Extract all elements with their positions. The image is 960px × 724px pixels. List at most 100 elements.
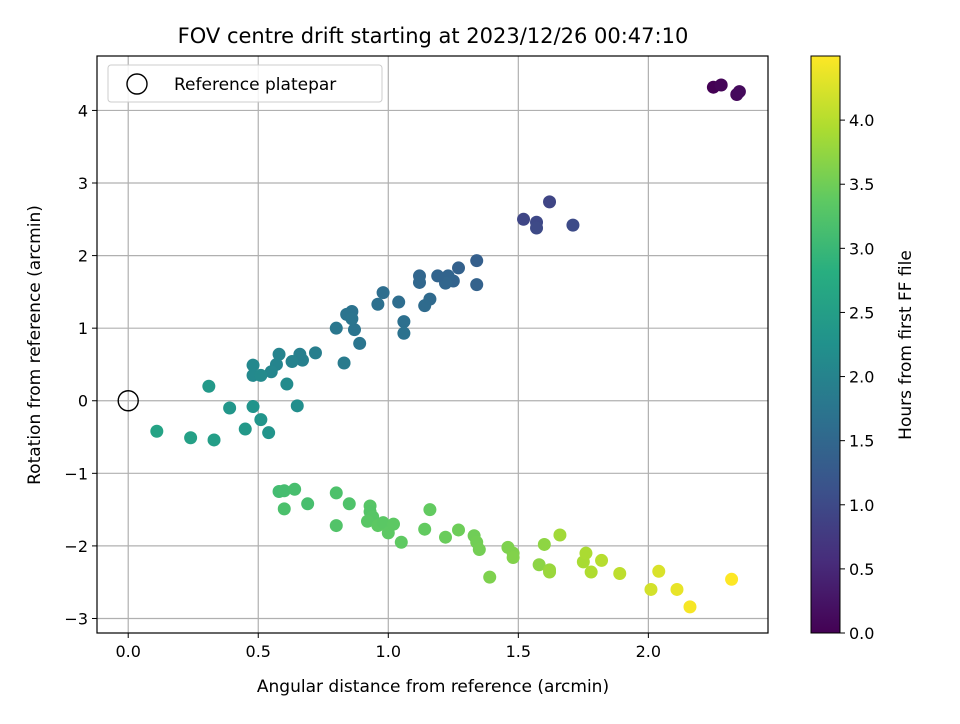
data-point [386, 517, 400, 531]
data-point [506, 551, 520, 565]
data-point [412, 275, 426, 289]
data-point [394, 535, 408, 549]
x-axis-label: Angular distance from reference (arcmin) [257, 677, 609, 697]
data-point [566, 218, 580, 232]
data-point [714, 78, 728, 92]
chart-title: FOV centre drift starting at 2023/12/26 … [178, 24, 689, 48]
data-point [301, 497, 315, 511]
data-point [418, 299, 432, 313]
data-point [371, 297, 385, 311]
data-point [246, 400, 260, 414]
y-tick-label: 2 [78, 247, 88, 266]
colorbar: 0.0 0.5 1.0 1.5 2.0 2.5 3.0 3.5 4.0 Hours from f… [810, 55, 916, 643]
legend-box [107, 64, 383, 103]
data-point [264, 365, 278, 379]
data-point [150, 424, 164, 438]
colorbar-tick-label: 3.0 [849, 239, 874, 258]
data-point [543, 195, 557, 209]
gridlines [97, 56, 768, 633]
y-tick-label: 3 [78, 174, 88, 193]
data-point [670, 582, 684, 596]
data-point [470, 278, 484, 292]
data-point [290, 399, 304, 413]
data-point [483, 570, 497, 584]
data-point [652, 564, 666, 578]
data-point [329, 519, 343, 533]
colorbar-label: Hours from first FF file [896, 250, 916, 440]
data-point [397, 326, 411, 340]
data-point [347, 323, 361, 337]
data-point [472, 543, 486, 557]
colorbar-tick-label: 1.5 [849, 432, 874, 451]
data-point [353, 336, 367, 350]
data-point [579, 546, 593, 560]
data-point [277, 484, 291, 498]
data-point [584, 565, 598, 579]
data-point [613, 566, 627, 580]
colorbar-tick-label: 1.0 [849, 496, 874, 515]
colorbar-ticks: 0.0 0.5 1.0 1.5 2.0 2.5 3.0 3.5 4.0 [840, 111, 874, 643]
data-point [184, 431, 198, 445]
y-tick-label: −2 [64, 537, 88, 556]
data-point [517, 212, 531, 226]
data-point [238, 422, 252, 436]
data-point [431, 269, 445, 283]
data-point [285, 355, 299, 369]
data-points [150, 78, 746, 614]
plot-frame [96, 55, 769, 634]
data-point [470, 254, 484, 268]
data-point [423, 503, 437, 517]
data-point [452, 261, 466, 275]
data-point [308, 346, 322, 360]
x-tick-label: 1.0 [376, 642, 401, 661]
colorbar-tick-label: 4.0 [849, 111, 874, 130]
y-tick-label: −1 [64, 464, 88, 483]
data-point [360, 514, 374, 528]
y-tick-label: 4 [78, 101, 88, 120]
x-tick-label: 1.5 [506, 642, 531, 661]
data-point [254, 413, 268, 427]
colorbar-tick-label: 0.0 [849, 624, 874, 643]
data-point [530, 221, 544, 235]
data-point [397, 315, 411, 329]
data-point [329, 486, 343, 500]
data-point [595, 553, 609, 567]
data-point [376, 286, 390, 300]
data-point [272, 347, 286, 361]
data-point [537, 537, 551, 551]
legend: Reference platepar [107, 64, 383, 103]
reference-marker-layer [117, 390, 139, 412]
data-point [439, 530, 453, 544]
y-axis-label: Rotation from reference (arcmin) [25, 205, 45, 485]
data-point [392, 295, 406, 309]
data-point [543, 565, 557, 579]
data-point [207, 433, 221, 447]
colorbar-tick-label: 2.0 [849, 368, 874, 387]
data-point [725, 572, 739, 586]
data-point [246, 358, 260, 372]
data-point [732, 85, 746, 99]
x-tick-label: 0.5 [246, 642, 271, 661]
legend-entry-reference: Reference platepar [174, 75, 336, 95]
y-tick-label: −3 [64, 609, 88, 628]
data-point [329, 321, 343, 335]
data-point [644, 582, 658, 596]
data-point [288, 482, 302, 496]
data-point [337, 356, 351, 370]
legend-marker-icon [126, 73, 148, 95]
data-point [262, 426, 276, 440]
y-tick-label: 0 [78, 392, 88, 411]
colorbar-tick-label: 3.5 [849, 175, 874, 194]
axis-ticks: 0.0 0.5 1.0 1.5 2.0 −3 −2 −1 0 1 2 3 4 [64, 101, 661, 661]
x-tick-label: 2.0 [636, 642, 661, 661]
data-point [532, 558, 546, 572]
data-point [223, 401, 237, 415]
colorbar-tick-label: 2.5 [849, 303, 874, 322]
data-point [418, 522, 432, 536]
data-point [254, 368, 268, 382]
data-point [202, 379, 216, 393]
data-point [345, 312, 359, 326]
data-point [280, 377, 294, 391]
y-tick-label: 1 [78, 319, 88, 338]
